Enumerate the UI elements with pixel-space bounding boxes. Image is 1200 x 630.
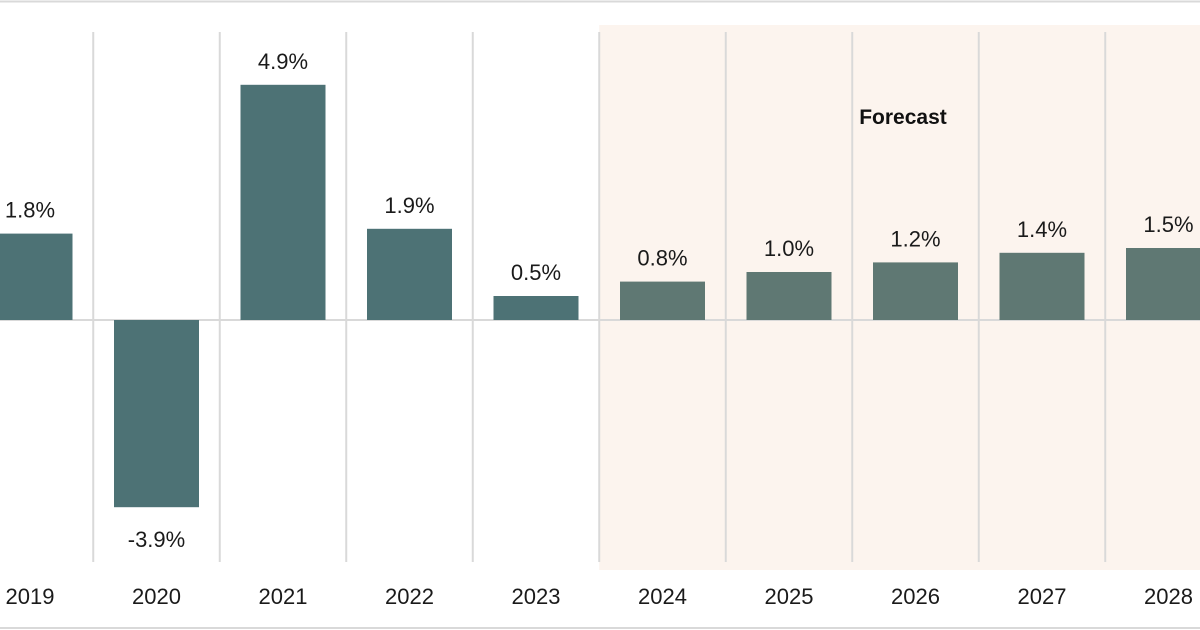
bar-2027 <box>999 252 1085 320</box>
x-tick-label-2022: 2022 <box>385 584 434 609</box>
x-tick-label-2021: 2021 <box>259 584 308 609</box>
bar-2021 <box>240 84 326 320</box>
x-tick-label-2024: 2024 <box>638 584 687 609</box>
data-label-2021: 4.9% <box>258 49 308 74</box>
forecast-label: Forecast <box>859 106 947 129</box>
bar-2025 <box>746 272 832 320</box>
data-label-2020: -3.9% <box>128 527 185 552</box>
data-label-2023: 0.5% <box>511 260 561 285</box>
bar-2019 <box>0 233 73 320</box>
x-tick-label-2028: 2028 <box>1144 584 1193 609</box>
bar-2024 <box>620 281 705 320</box>
data-label-2027: 1.4% <box>1017 217 1067 242</box>
chart-labels: Forecast 1.8% 2019 -3.9% 2020 4.9% 2021 1.9% 20… <box>5 49 1194 609</box>
x-tick-label-2019: 2019 <box>6 584 55 609</box>
data-label-2019: 1.8% <box>5 198 55 223</box>
data-label-2025: 1.0% <box>764 236 814 261</box>
data-label-2022: 1.9% <box>384 193 434 218</box>
x-tick-label-2025: 2025 <box>765 584 814 609</box>
bar-2020 <box>114 320 199 508</box>
data-label-2028: 1.5% <box>1143 212 1193 237</box>
bar-2026 <box>873 262 958 320</box>
bar-2023 <box>493 296 579 320</box>
x-tick-label-2027: 2027 <box>1018 584 1067 609</box>
chart-bars <box>0 84 1200 508</box>
x-tick-label-2020: 2020 <box>132 584 181 609</box>
bar-2028 <box>1126 248 1200 320</box>
data-label-2026: 1.2% <box>890 226 940 251</box>
data-label-2024: 0.8% <box>637 246 687 271</box>
x-tick-label-2026: 2026 <box>891 584 940 609</box>
x-tick-label-2023: 2023 <box>512 584 561 609</box>
bar-2022 <box>367 228 452 320</box>
